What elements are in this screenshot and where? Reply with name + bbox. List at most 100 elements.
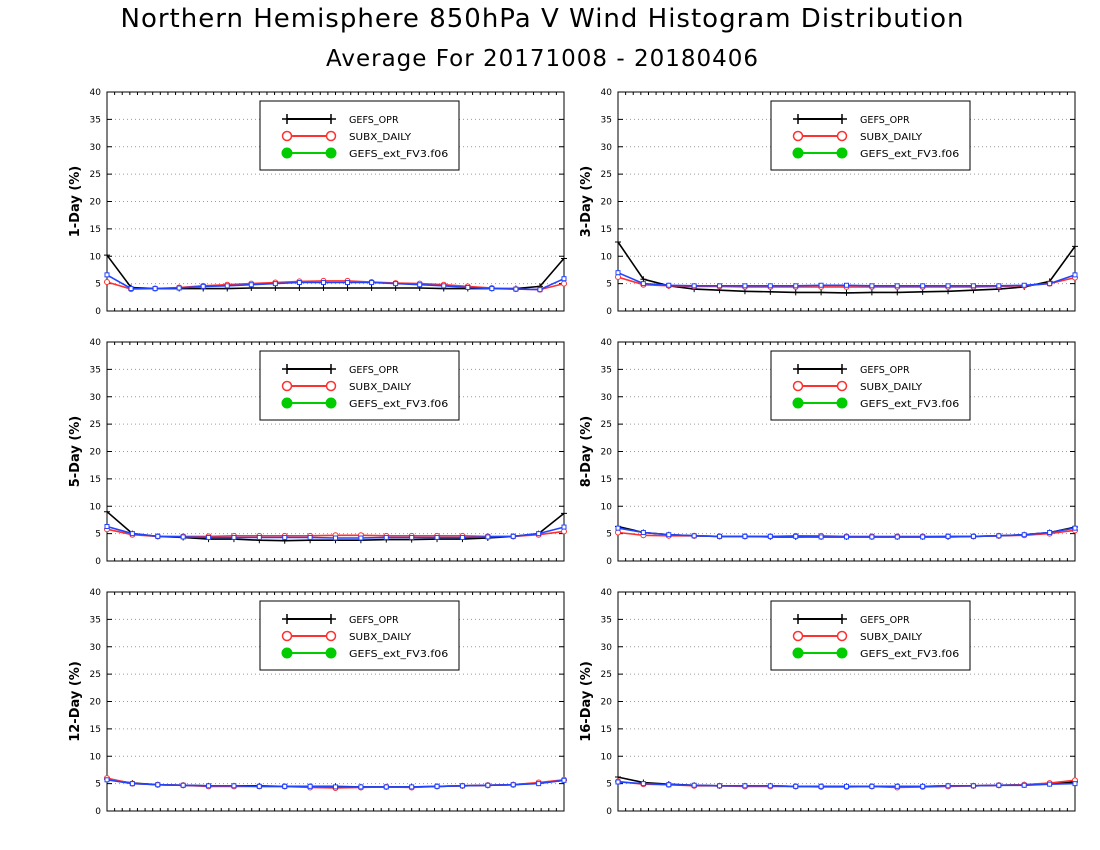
legend-marker <box>325 130 337 142</box>
data-point <box>489 286 495 292</box>
data-point <box>970 533 976 539</box>
data-point <box>104 272 110 278</box>
data-point <box>843 289 850 296</box>
y-tick-label: 40 <box>90 338 102 348</box>
legend-label: GEFS_OPR <box>860 115 910 126</box>
data-point <box>206 783 212 789</box>
legend-marker <box>281 130 293 142</box>
legend-marker <box>325 647 337 659</box>
y-tick-label: 35 <box>90 365 101 375</box>
data-point <box>691 782 697 788</box>
data-point <box>369 280 375 286</box>
data-point <box>231 783 237 789</box>
data-point <box>485 534 491 540</box>
legend-marker <box>281 147 293 159</box>
data-point <box>615 239 621 246</box>
y-tick-label: 10 <box>90 252 102 262</box>
legend-marker <box>325 147 337 159</box>
data-point <box>333 784 338 790</box>
data-point <box>767 283 773 289</box>
legend-label: SUBX_DAILY <box>860 632 923 643</box>
data-point <box>180 534 186 540</box>
data-point <box>844 282 849 288</box>
y-tick-label: 10 <box>601 502 613 512</box>
chart-subtitle: Average For 20171008 - 20180406 <box>325 46 760 72</box>
data-point <box>970 783 976 789</box>
data-point <box>510 533 516 539</box>
legend-marker <box>836 130 848 142</box>
data-point <box>231 534 237 540</box>
legend-marker <box>281 397 293 409</box>
y-tick-label: 0 <box>606 557 612 567</box>
legend-marker <box>792 147 804 159</box>
data-point <box>537 287 543 293</box>
y-tick-label: 30 <box>601 643 613 653</box>
data-point <box>869 283 875 289</box>
y-tick-label: 25 <box>601 420 612 430</box>
y-tick-label: 35 <box>90 115 101 125</box>
data-point <box>256 534 262 540</box>
data-point <box>1072 272 1078 278</box>
data-point <box>155 782 161 788</box>
data-point <box>282 534 288 540</box>
data-point <box>717 783 723 789</box>
data-point <box>441 283 447 289</box>
data-point <box>818 289 825 296</box>
y-tick-label: 10 <box>601 252 613 262</box>
data-point <box>256 783 262 789</box>
legend-marker <box>792 130 804 142</box>
data-point <box>894 534 900 540</box>
y-tick-label: 30 <box>601 143 613 153</box>
data-point <box>640 530 646 536</box>
panel-4: 0 5 10 15 20 25 30 35 40 8-Day (%) GEFS_OPR SUBX_DA… <box>579 338 1078 567</box>
legend-marker <box>326 114 336 124</box>
data-point <box>368 285 375 292</box>
data-point <box>844 783 849 789</box>
y-tick-label: 5 <box>606 280 612 290</box>
data-point <box>767 783 773 789</box>
data-point <box>970 283 976 289</box>
data-point <box>717 533 723 539</box>
data-point <box>869 783 875 789</box>
y-tick-label: 5 <box>95 530 101 540</box>
legend-marker <box>282 364 292 374</box>
data-point <box>155 533 161 539</box>
data-point <box>104 252 110 259</box>
y-tick-label: 25 <box>90 670 101 680</box>
chart-title: Northern Hemisphere 850hPa V Wind Histog… <box>120 4 965 34</box>
legend-label: GEFS_OPR <box>349 115 399 126</box>
data-point <box>383 534 389 540</box>
data-point <box>1072 243 1078 250</box>
data-point <box>459 534 465 540</box>
y-tick-label: 35 <box>601 365 612 375</box>
data-point <box>536 781 542 787</box>
data-point <box>666 782 672 788</box>
data-point <box>561 255 567 262</box>
legend-marker <box>837 614 847 624</box>
legend-marker <box>793 364 803 374</box>
series-gefs-ext-fv3-f06 <box>615 525 1078 540</box>
y-tick-label: 40 <box>90 88 102 98</box>
data-point <box>818 534 824 540</box>
data-point <box>224 283 230 289</box>
data-point <box>104 524 110 530</box>
data-point <box>894 289 901 296</box>
y-tick-label: 10 <box>90 752 102 762</box>
legend-label: GEFS_OPR <box>349 615 399 626</box>
data-point <box>459 783 465 789</box>
y-tick-label: 0 <box>606 807 612 817</box>
legend-label: SUBX_DAILY <box>349 132 412 143</box>
data-point <box>996 782 1002 788</box>
y-tick-label: 40 <box>601 588 613 598</box>
y-tick-label: 15 <box>90 225 101 235</box>
y-axis-label: 12-Day (%) <box>68 661 83 742</box>
data-point <box>510 782 516 788</box>
data-point <box>1021 782 1027 788</box>
y-tick-label: 20 <box>90 698 102 708</box>
data-point <box>615 525 621 531</box>
y-tick-label: 25 <box>90 170 101 180</box>
legend-label: GEFS_ext_FV3.f06 <box>349 649 448 660</box>
data-point <box>104 278 110 285</box>
